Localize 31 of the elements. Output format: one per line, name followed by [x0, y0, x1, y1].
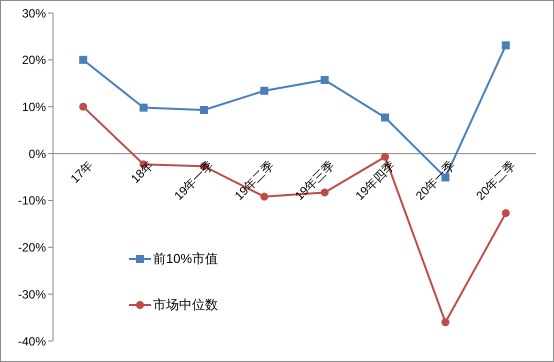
- y-tick-label: -30%: [18, 287, 46, 302]
- point: [79, 56, 88, 64]
- point: [320, 76, 329, 84]
- point: [320, 188, 329, 196]
- x-tick-label: 18年: [128, 158, 156, 186]
- point: [260, 86, 268, 95]
- y-tick-label: -10%: [18, 194, 46, 208]
- x-tick-label: 20年一季: [413, 158, 458, 203]
- point: [200, 106, 208, 114]
- x-tick-label: 19年三季: [292, 158, 338, 203]
- x-tick-label: 20年二季: [473, 158, 518, 203]
- point: [260, 192, 268, 201]
- point: [441, 318, 450, 326]
- x-tick-label: 17年: [68, 158, 96, 186]
- y-tick-label: 20%: [22, 53, 46, 68]
- legend-label: 前10%市值: [153, 250, 218, 268]
- legend-label: 市场中位数: [153, 296, 218, 314]
- point: [502, 41, 510, 50]
- x-tick-label: 19年二季: [232, 158, 277, 203]
- y-tick-label: -20%: [18, 240, 46, 255]
- y-tick-label: 10%: [22, 100, 46, 114]
- point: [79, 102, 88, 111]
- y-tick-label: -40%: [18, 334, 46, 348]
- point: [381, 152, 390, 161]
- x-tick-label: 19年四季: [352, 158, 398, 203]
- y-tick-label: 30%: [22, 6, 46, 20]
- x-tick-label: 19年一季: [172, 158, 216, 203]
- point: [140, 104, 148, 112]
- point: [502, 209, 510, 218]
- point: [381, 113, 390, 122]
- y-tick-label: 0%: [28, 146, 46, 161]
